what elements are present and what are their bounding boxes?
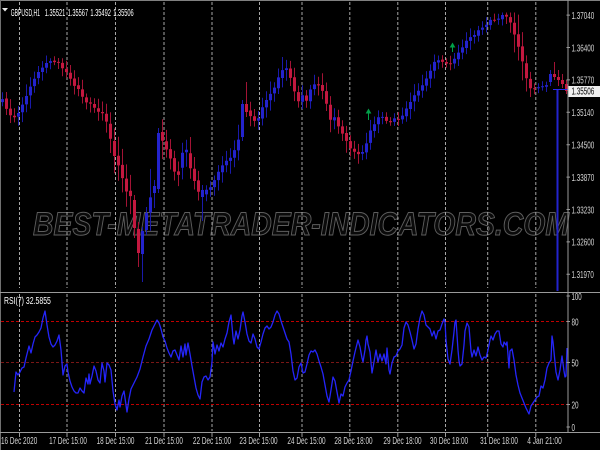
svg-text:1.35770: 1.35770 bbox=[572, 76, 595, 87]
svg-text:23 Dec 15:00: 23 Dec 15:00 bbox=[239, 436, 277, 447]
svg-text:1.34500: 1.34500 bbox=[572, 141, 595, 152]
svg-text:1.35567: 1.35567 bbox=[68, 8, 89, 19]
svg-text:22 Dec 15:00: 22 Dec 15:00 bbox=[193, 436, 231, 447]
svg-text:1.37040: 1.37040 bbox=[572, 11, 595, 22]
svg-text:31 Dec 18:00: 31 Dec 18:00 bbox=[480, 436, 518, 447]
svg-text:RSI(7) 32.5855: RSI(7) 32.5855 bbox=[4, 296, 51, 307]
svg-text:50: 50 bbox=[572, 358, 579, 369]
svg-text:21 Dec 15:00: 21 Dec 15:00 bbox=[145, 436, 183, 447]
svg-text:1.35492: 1.35492 bbox=[90, 8, 111, 19]
svg-text:20: 20 bbox=[572, 400, 579, 411]
svg-text:80: 80 bbox=[572, 317, 579, 328]
svg-text:1.35506: 1.35506 bbox=[572, 87, 595, 98]
svg-text:24 Dec 15:00: 24 Dec 15:00 bbox=[287, 436, 325, 447]
svg-text:0: 0 bbox=[572, 423, 576, 434]
svg-text:4 Jan 21:00: 4 Jan 21:00 bbox=[527, 436, 562, 447]
svg-text:100: 100 bbox=[572, 292, 582, 303]
svg-text:1.31970: 1.31970 bbox=[572, 270, 595, 281]
svg-text:29 Dec 18:00: 29 Dec 18:00 bbox=[383, 436, 421, 447]
svg-text:1.36400: 1.36400 bbox=[572, 43, 595, 54]
svg-text:16 Dec 2020: 16 Dec 2020 bbox=[1, 436, 38, 447]
svg-text:17 Dec 15:00: 17 Dec 15:00 bbox=[49, 436, 87, 447]
svg-text:1.35140: 1.35140 bbox=[572, 108, 595, 119]
svg-text:1.33870: 1.33870 bbox=[572, 173, 595, 184]
svg-text:1.33230: 1.33230 bbox=[572, 205, 595, 216]
svg-text:18 Dec 15:00: 18 Dec 15:00 bbox=[97, 436, 135, 447]
svg-text:GBPUSD,H1: GBPUSD,H1 bbox=[11, 8, 41, 19]
svg-text:28 Dec 18:00: 28 Dec 18:00 bbox=[334, 436, 372, 447]
svg-text:30 Dec 18:00: 30 Dec 18:00 bbox=[430, 436, 468, 447]
svg-text:1.32600: 1.32600 bbox=[572, 238, 595, 249]
svg-text:1.35521: 1.35521 bbox=[45, 8, 66, 19]
svg-text:1.35506: 1.35506 bbox=[113, 8, 134, 19]
